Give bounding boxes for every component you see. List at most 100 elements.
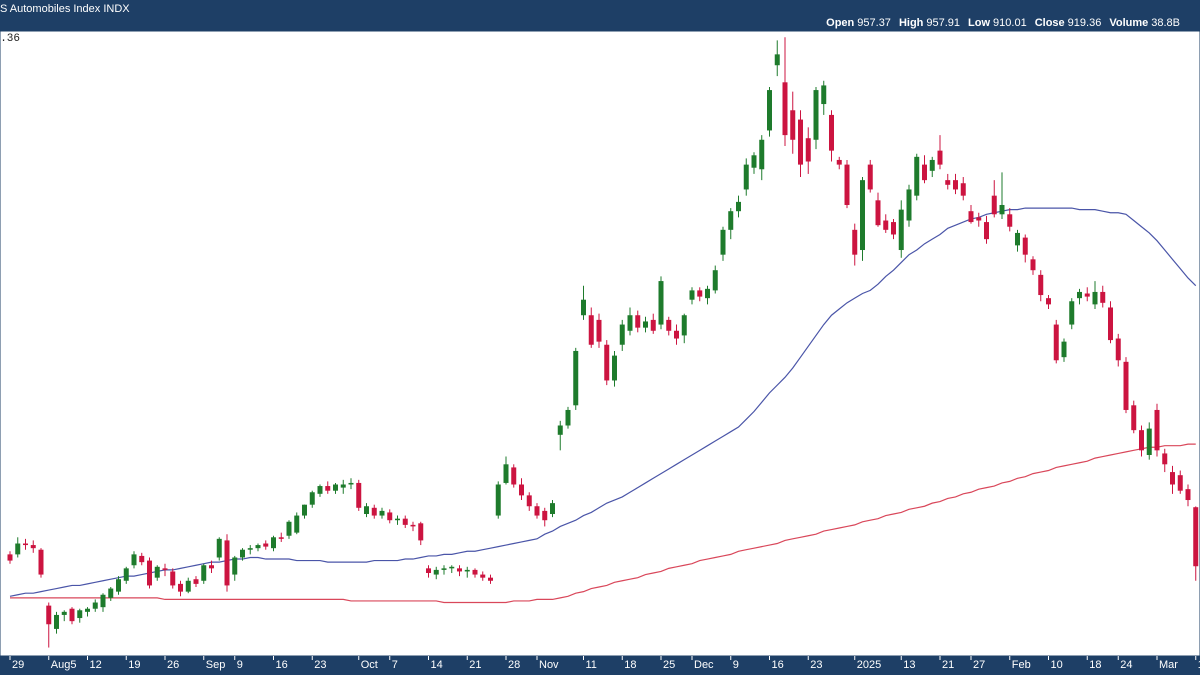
candle-body [883,220,889,230]
candle-body [123,568,129,581]
candle-body [224,540,230,586]
x-tick-label: Aug5 [51,659,77,671]
candle-body [813,90,819,140]
candle-body [185,580,191,592]
candle-body [526,495,532,507]
candle-body [821,85,827,105]
candle-body [674,330,679,339]
candle-body [433,569,439,575]
moving-average-line [9,207,1197,597]
candle-body [139,555,145,563]
candle-body [247,548,253,550]
candle-body [201,565,207,581]
x-tick-label: 16 [276,659,288,671]
candle-body [650,319,656,331]
candle-body [960,183,966,196]
x-tick-label: 11 [586,659,597,671]
candle-body [697,290,703,297]
candle-body [1038,274,1044,296]
candle-body [860,180,865,251]
candle-body [767,90,772,131]
x-tick-label: 9 [733,659,739,671]
plot-area [0,30,1200,657]
candle-body [627,315,633,331]
candle-body [108,588,114,598]
x-tick-label: 26 [167,659,179,671]
x-tick-label: Mar [1159,659,1178,671]
candle-body [457,568,462,572]
x-tick-label: 14 [431,659,443,671]
candle-body [658,281,664,325]
candle-body [511,467,517,485]
candle-body [426,568,431,574]
candle-body [906,189,912,221]
candle-body [666,319,672,331]
candle-body [23,543,28,546]
candle-body [371,507,377,516]
x-tick-label: Nov [539,659,559,671]
summary-label: Open [826,17,854,29]
candle-body [844,164,850,205]
summary-label: High [899,17,924,29]
candle-body [294,515,300,533]
summary-value: 910.01 [993,17,1027,29]
summary-value: 38.8B [1151,17,1180,29]
candle-body [720,229,726,255]
candle-body [612,355,617,381]
candle-body [503,464,509,483]
candle-body [999,204,1005,215]
candle-body [1015,232,1020,246]
candle-body [1170,472,1175,485]
candle-body [348,482,354,485]
candle-body [15,543,21,555]
candle-body [790,110,796,140]
candle-body [1185,489,1191,501]
x-tick-label: 10 [1051,659,1063,671]
x-tick-label: 13 [903,659,915,671]
summary-label: Close [1035,17,1065,29]
candle-body [689,290,695,300]
candle-body [604,344,610,381]
x-tick-label: 18 [1089,659,1101,671]
x-tick-label: 23 [810,659,822,671]
candle-body [286,521,292,536]
x-tick-label: 18 [624,659,636,671]
candle-body [340,484,346,488]
candle-body [387,512,393,521]
axis-bar [0,656,1200,675]
x-tick-label: Oct [361,659,378,671]
candle-body [30,545,36,549]
candle-body [1139,430,1144,451]
candle-body [418,523,424,541]
candle-body [333,484,338,491]
candle-body [1108,307,1113,341]
candle-body [681,315,687,336]
moving-average-line [10,443,1196,604]
candle-body [317,486,323,494]
candle-body [1177,475,1183,491]
x-tick-label: 7 [392,659,398,671]
x-tick-label: 9 [237,659,243,671]
candle-body [1115,338,1121,361]
candle-body [534,506,540,516]
candle-body [1146,428,1152,455]
candle-body [54,614,59,629]
candle-body [255,545,261,549]
candle-body [728,211,734,230]
candle-body [441,568,447,570]
x-tick-label: 10 [1198,659,1200,671]
candle-body [216,538,222,558]
summary-value: 957.37 [857,17,891,29]
candle-body [1193,507,1199,567]
candle-body [154,566,160,578]
candle-body [550,503,555,515]
candle-body [596,319,602,342]
candle-body [573,350,579,406]
candle-body [805,138,811,162]
candle-body [38,549,44,575]
candle-body [46,605,52,625]
candle-body [984,222,989,240]
candle-body [472,569,478,575]
summary-label: Volume [1109,17,1148,29]
